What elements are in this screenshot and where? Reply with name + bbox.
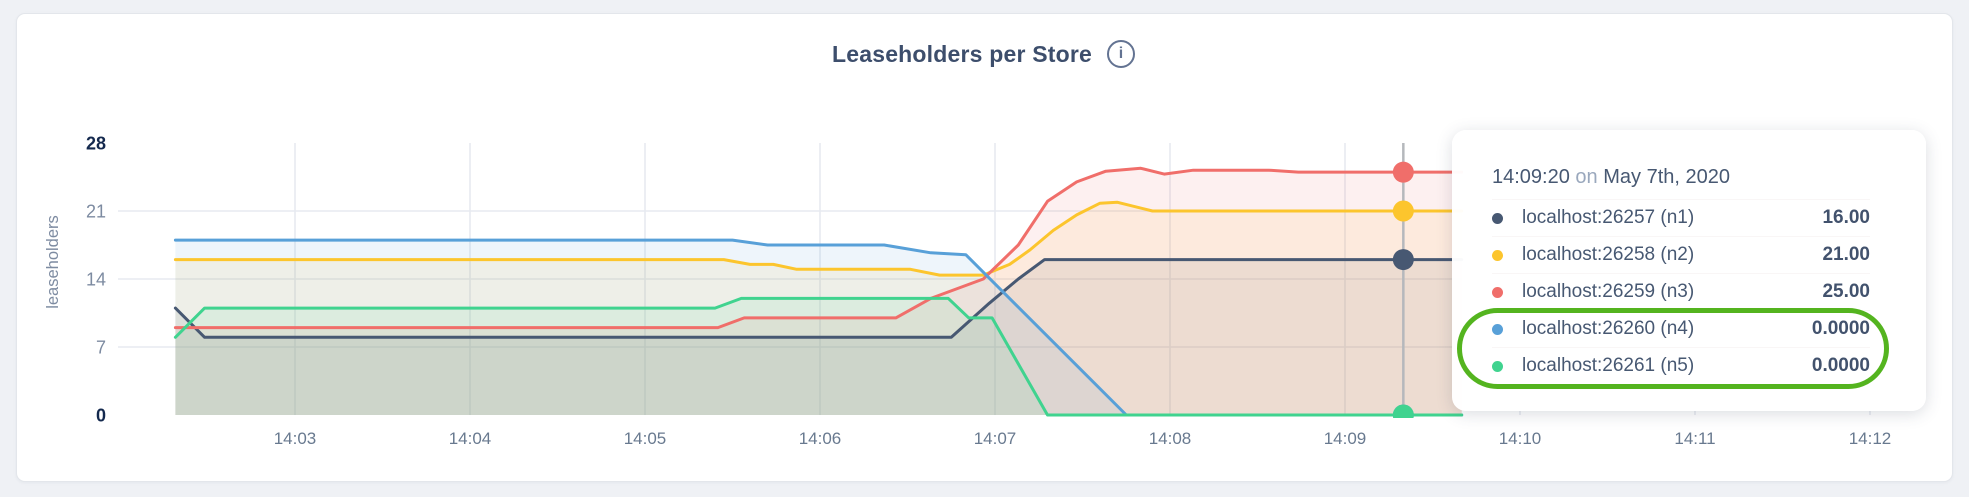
series-line-n1 [173,258,1464,339]
hover-dot-n1 [1392,249,1414,271]
chart-header: Leaseholders per Store i [16,40,1951,68]
hover-dot-n2 [1392,200,1414,222]
tooltip-row-label: localhost:26261 (n5) [1522,355,1695,376]
tooltip-timestamp: 14:09:20 on May 7th, 2020 [1492,164,1870,190]
svg-text:14:09: 14:09 [1324,429,1367,448]
svg-text:14:10: 14:10 [1499,429,1542,448]
svg-text:14: 14 [86,270,106,290]
svg-text:0: 0 [96,406,106,426]
y-axis-title: leaseholders [44,215,62,309]
hover-dot-n5 [1392,404,1414,418]
area-fill-n4 [175,240,1462,415]
tooltip-date: May 7th, 2020 [1603,166,1730,188]
tooltip-row-label: localhost:26259 (n3) [1522,281,1695,302]
highlight-annotation-ring [1457,308,1889,389]
tooltip-row-value: 25.00 [1822,281,1870,302]
chart-title: Leaseholders per Store [831,40,1093,67]
tooltip-row-value: 16.00 [1822,207,1870,228]
svg-text:14:06: 14:06 [799,429,842,448]
tooltip-row-value: 21.00 [1822,244,1870,265]
svg-text:14:11: 14:11 [1674,429,1715,448]
tooltip-row: localhost:26259 (n3) 25.00 [1492,273,1870,310]
tooltip-row: localhost:26258 (n2) 21.00 [1492,236,1870,273]
series-color-dot-icon [1492,249,1503,261]
tooltip-row: localhost:26257 (n1) 16.00 [1492,199,1870,236]
area-fill-n2 [175,202,1462,415]
series-line-n5 [173,296,1464,417]
series-line-n4 [173,238,1464,417]
svg-text:14:12: 14:12 [1849,429,1892,448]
svg-text:14:04: 14:04 [449,429,492,448]
hover-dot-n3 [1392,161,1414,183]
svg-text:14:08: 14:08 [1149,429,1192,448]
x-axis-labels: 14:03 14:04 14:05 14:06 14:07 14:08 14:09 14:10… [274,429,1892,448]
tooltip-conjunction: on [1575,166,1598,188]
svg-text:28: 28 [86,134,106,154]
series-layer [173,143,1464,418]
svg-text:21: 21 [86,202,106,222]
tooltip-rows: localhost:26257 (n1) 16.00 localhost:26258… [1452,199,1926,384]
tooltip-row-label: localhost:26257 (n1) [1522,207,1695,228]
series-color-dot-icon [1492,286,1503,298]
series-line-n2 [173,200,1464,277]
svg-text:14:03: 14:03 [274,429,317,448]
svg-text:7: 7 [96,338,106,358]
info-icon-glyph: i [1118,45,1124,62]
svg-text:14:07: 14:07 [974,429,1017,448]
tooltip-time: 14:09:20 [1492,166,1570,188]
series-color-dot-icon [1492,212,1503,224]
series-line-n3 [173,166,1464,330]
y-axis-labels: 0 7 14 21 28 [86,134,106,426]
tooltip-row-label: localhost:26258 (n2) [1522,244,1695,265]
svg-text:14:05: 14:05 [624,429,667,448]
area-fill-n3 [175,168,1462,415]
tooltip-row-label: localhost:26260 (n4) [1522,318,1695,339]
info-icon[interactable]: i [1107,40,1136,68]
